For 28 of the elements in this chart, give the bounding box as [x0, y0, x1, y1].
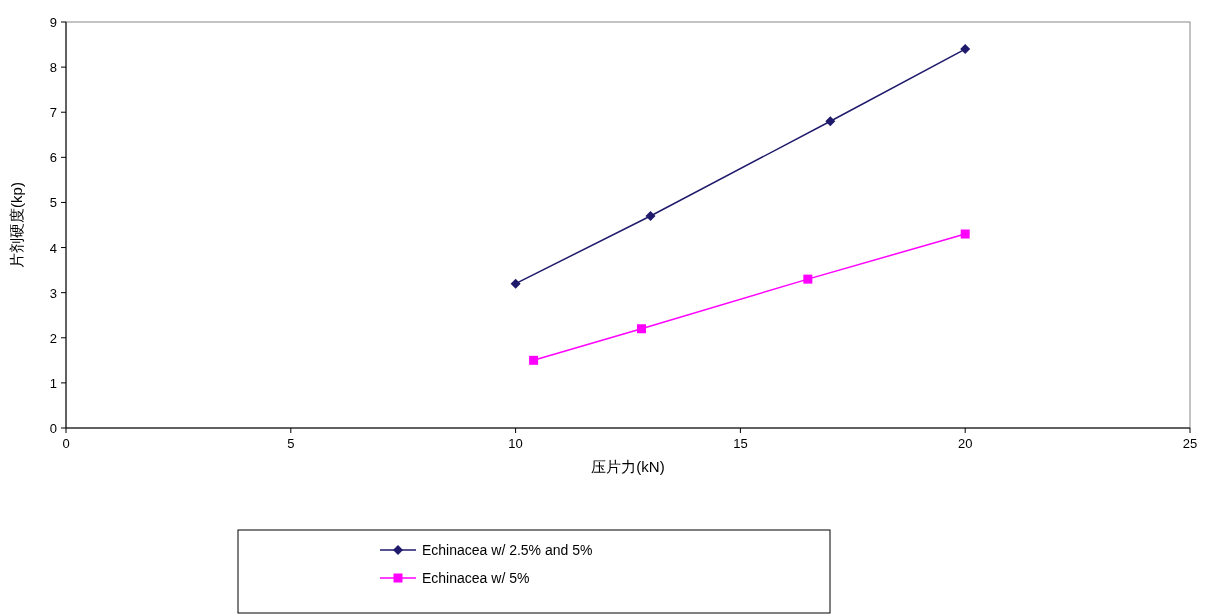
legend-label: Echinacea w/ 5% [422, 570, 530, 586]
y-tick-label: 2 [49, 330, 57, 346]
x-tick-label: 10 [508, 436, 523, 451]
x-tick-label: 5 [287, 436, 295, 451]
point [960, 229, 970, 239]
y-axis-title: 片剂硬度(kp) [8, 182, 25, 268]
x-tick-label: 15 [733, 436, 748, 451]
point [636, 324, 646, 334]
y-tick-label: 7 [49, 105, 57, 121]
point [960, 44, 971, 55]
point [825, 116, 836, 127]
point [803, 274, 813, 284]
x-tick-label: 20 [957, 436, 973, 451]
point [529, 355, 539, 365]
y-tick-label: 3 [49, 285, 57, 301]
x-tick-label: 25 [1182, 436, 1198, 451]
x-axis-title: 压片力(kN) [591, 458, 665, 475]
point [510, 278, 521, 289]
y-tick-label: 8 [49, 60, 57, 76]
y-tick-label: 4 [49, 240, 57, 256]
y-tick-label: 5 [49, 195, 57, 211]
y-tick-label: 1 [49, 375, 57, 391]
x-tick-label: 0 [62, 436, 70, 451]
legend-label: Echinacea w/ 2.5% and 5% [422, 542, 593, 558]
y-tick-label: 0 [49, 421, 57, 436]
point [645, 210, 656, 221]
y-tick-label: 6 [49, 150, 57, 166]
y-tick-label: 9 [49, 15, 57, 30]
